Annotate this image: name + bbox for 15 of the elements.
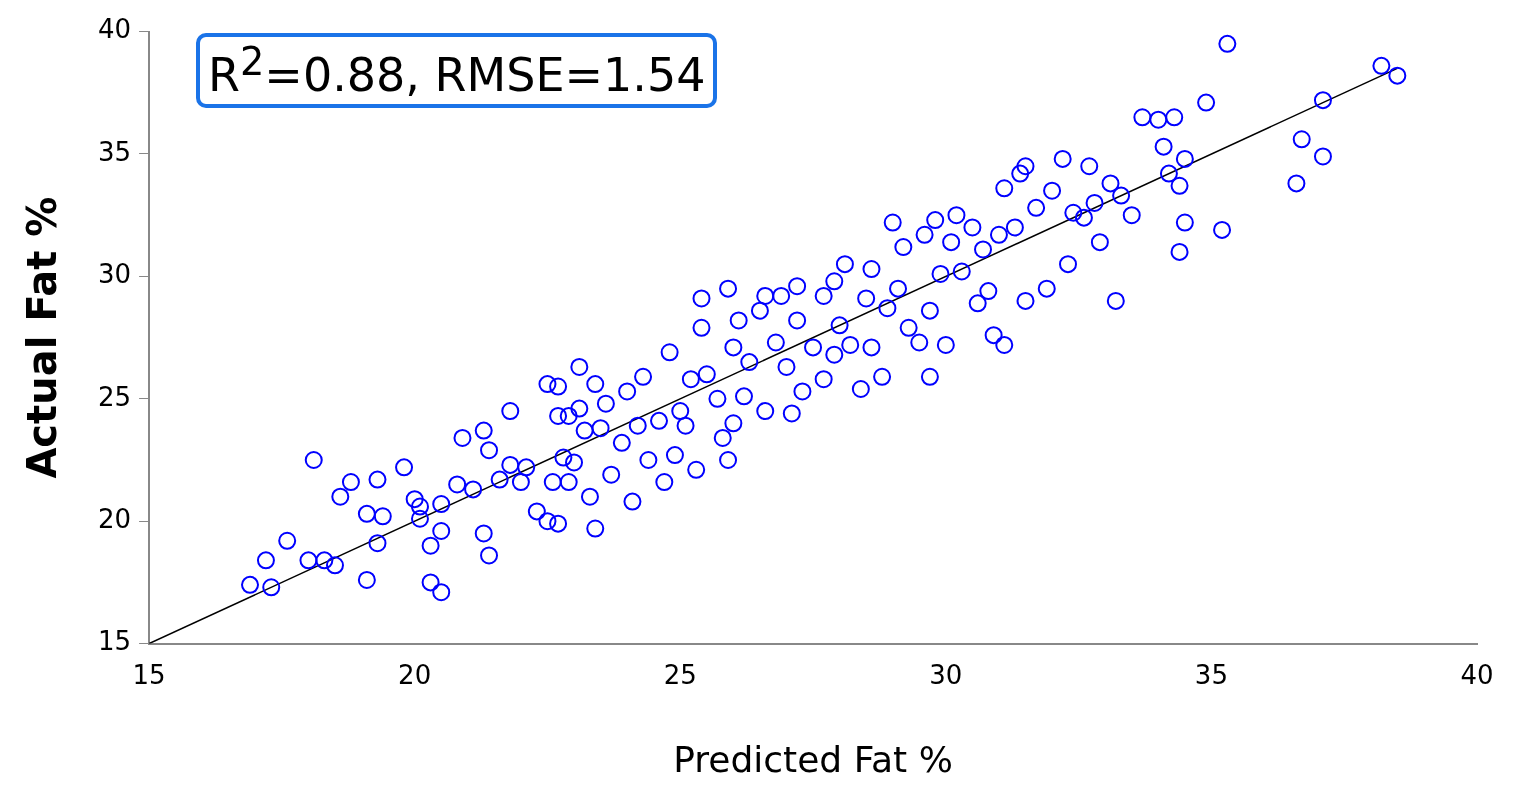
x-tick-label: 15	[132, 659, 166, 690]
x-tick-label: 35	[1194, 659, 1228, 690]
y-tick-label: 25	[97, 381, 132, 412]
x-tick-label: 40	[1460, 659, 1494, 690]
x-axis-title: Predicted Fat %	[673, 738, 953, 780]
y-tick-label: 35	[97, 136, 132, 167]
annotation: R$^{2}$=0.88, RMSE=1.54	[196, 33, 718, 109]
x-tick-label: 25	[663, 659, 697, 690]
y-tick-label: 15	[97, 626, 132, 657]
x-tick-label: 30	[929, 659, 963, 690]
y-axis-title: Actual Fat %	[19, 196, 66, 479]
y-tick-label: 40	[97, 14, 132, 45]
y-tick-label: 20	[97, 503, 132, 534]
y-tick-label: 30	[97, 259, 132, 290]
x-tick-label: 20	[398, 659, 432, 690]
